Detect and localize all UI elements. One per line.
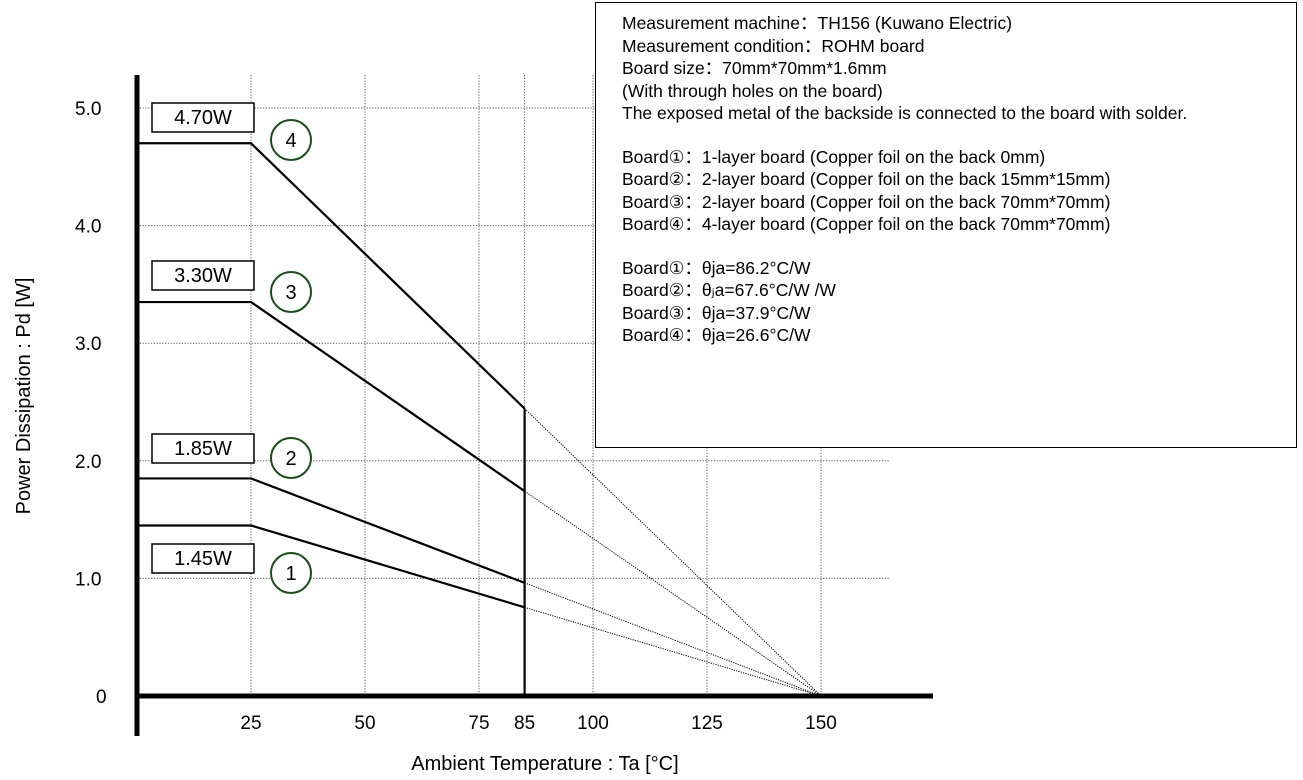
series-marker-circle-4: [270, 119, 312, 161]
info-line: Board④：4-layer board (Copper foil on the…: [622, 214, 1111, 234]
info-line: Board④：θja=26.6°C/W: [622, 325, 811, 345]
y-tick-label: 3.0: [75, 334, 101, 355]
y-tick-label: 2.0: [75, 452, 101, 473]
info-line: The exposed metal of the backside is con…: [622, 103, 1188, 123]
x-tick-label: 150: [805, 713, 837, 734]
info-line: Board size：70mm*70mm*1.6mm: [622, 58, 887, 78]
y-tick-label: 0: [96, 687, 107, 708]
value-box-3: [151, 260, 255, 291]
x-tick-label: 75: [468, 713, 489, 734]
series-marker-number-2: 2: [285, 448, 296, 470]
series-line-4: [137, 142, 526, 410]
annotations: 1.45W 1 1.85W 2 3.30W 3 4.70W 4: [151, 102, 312, 594]
y-tick-label: 4.0: [75, 217, 101, 238]
info-line: Board②：θⱼa=67.6°C/W /W: [622, 280, 836, 300]
info-line: Measurement condition：ROHM board: [622, 35, 925, 56]
value-label-2: 1.85W: [174, 438, 232, 460]
info-line: (With through holes on the board): [622, 80, 883, 101]
x-tick-label: 85: [514, 713, 535, 734]
value-label-3: 3.30W: [174, 265, 232, 287]
y-tick-label: 5.0: [75, 99, 101, 120]
series-marker-circle-2: [270, 437, 312, 479]
series-derating-1: [524, 606, 822, 697]
info-spacer: [622, 125, 1280, 146]
x-tick-label: 125: [691, 713, 723, 734]
tick-labels: 25 50 75 85 100 125 150 0 1.0 2.0 3.0 4.0 5.0: [75, 99, 837, 734]
series-marker-circle-1: [270, 552, 312, 594]
info-spacer: [622, 236, 1280, 257]
x-tick-label: 50: [354, 713, 375, 734]
series-marker-number-3: 3: [285, 282, 296, 304]
info-line: Board①：θja=86.2°C/W: [622, 257, 811, 278]
value-label-1: 1.45W: [174, 548, 232, 570]
x-tick-label: 25: [240, 713, 261, 734]
series-lines: [137, 142, 822, 697]
value-label-4: 4.70W: [174, 107, 232, 129]
value-box-4: [151, 102, 255, 133]
value-box-1: [151, 543, 255, 574]
axes: [134, 75, 933, 736]
measurement-info-box: Measurement machine：TH156 (Kuwano Electr…: [595, 2, 1297, 448]
x-axis-label: Ambient Temperature : Ta [°C]: [411, 753, 678, 775]
series-marker-number-1: 1: [285, 563, 296, 585]
info-line: Measurement machine：TH156 (Kuwano Electr…: [622, 13, 1013, 33]
series-line-1: [137, 524, 525, 609]
series-line-2: [137, 477, 525, 584]
series-line-3: [137, 300, 526, 493]
y-axis-label: Power Dissipation : Pd [W]: [13, 278, 35, 515]
info-line: Board②：2-layer board (Copper foil on the…: [622, 169, 1111, 189]
info-line: Board③：θja=37.9°C/W: [622, 302, 811, 323]
series-marker-number-4: 4: [285, 130, 296, 152]
info-line: Board③：2-layer board (Copper foil on the…: [622, 191, 1111, 212]
series-derating-2: [524, 582, 822, 697]
value-box-2: [151, 433, 255, 464]
y-tick-label: 1.0: [75, 569, 101, 590]
series-derating-4: [524, 408, 822, 697]
info-line: Board①：1-layer board (Copper foil on the…: [622, 146, 1046, 167]
series-derating-3: [524, 490, 822, 697]
series-marker-circle-3: [270, 271, 312, 313]
x-tick-label: 100: [577, 713, 609, 734]
